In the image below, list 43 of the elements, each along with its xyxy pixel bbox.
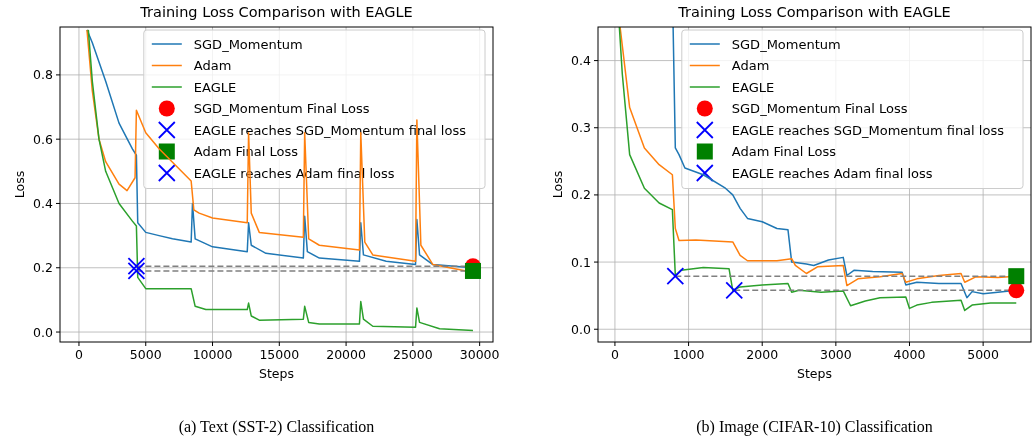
legend-label: SGD_Momentum Final Loss — [193, 101, 370, 116]
legend-label: EAGLE reaches Adam final loss — [731, 165, 933, 181]
x-tick-label: 0 — [74, 347, 83, 362]
x-tick-label: 15000 — [259, 347, 300, 362]
legend-label: SGD_Momentum — [193, 36, 303, 52]
x-tick-label: 5000 — [129, 347, 162, 362]
x-tick-label: 20000 — [326, 347, 367, 362]
y-tick-label: 0.4 — [571, 53, 592, 69]
y-tick-label: 0.2 — [571, 187, 591, 203]
x-tick-label: 1000 — [672, 347, 705, 362]
y-tick-label: 0.8 — [33, 67, 54, 83]
text: (b) Image (CIFAR-10) Classification — [696, 418, 933, 436]
chart-title: Training Loss Comparison with EAGLE — [139, 4, 413, 20]
legend-label: EAGLE — [193, 79, 237, 95]
x-tick-label: 0 — [610, 347, 619, 362]
line-series — [87, 29, 474, 332]
legend-label: Adam Final Loss — [731, 144, 837, 159]
y-tick-label: 0.0 — [33, 324, 54, 340]
x-tick-label: 3000 — [819, 347, 852, 362]
chart-title: Training Loss Comparison with EAGLE — [677, 4, 951, 20]
x-tick-label: 5000 — [967, 347, 1000, 362]
x-tick-label: 2000 — [746, 347, 779, 362]
legend-label: SGD_Momentum Final Loss — [731, 101, 908, 116]
x-tick-label: 4000 — [893, 347, 926, 362]
y-tick-label: 0.4 — [33, 195, 54, 211]
legend-label: EAGLE reaches SGD_Momentum final loss — [731, 122, 1005, 138]
x-axis-title: Steps — [797, 366, 832, 381]
y-tick-label: 0.3 — [571, 120, 591, 136]
y-axis-title: Loss — [12, 170, 27, 199]
x-tick-label: 10000 — [192, 347, 233, 362]
y-tick-label: 0.1 — [571, 254, 591, 270]
x-tick-label: 30000 — [459, 347, 500, 362]
y-tick-label: 0.2 — [33, 260, 53, 276]
legend-label: Adam — [193, 58, 232, 73]
x-axis-title: Steps — [259, 366, 294, 381]
y-tick-label: 0.0 — [571, 321, 592, 337]
text: (a) Text (SST-2) Classification — [178, 418, 375, 436]
legend-label: Adam — [731, 58, 770, 73]
x-tick-label: 25000 — [392, 347, 433, 362]
legend-label: SGD_Momentum — [731, 36, 841, 52]
legend-label: EAGLE — [731, 79, 775, 95]
y-axis-title: Loss — [550, 170, 565, 199]
y-tick-label: 0.6 — [33, 131, 54, 147]
